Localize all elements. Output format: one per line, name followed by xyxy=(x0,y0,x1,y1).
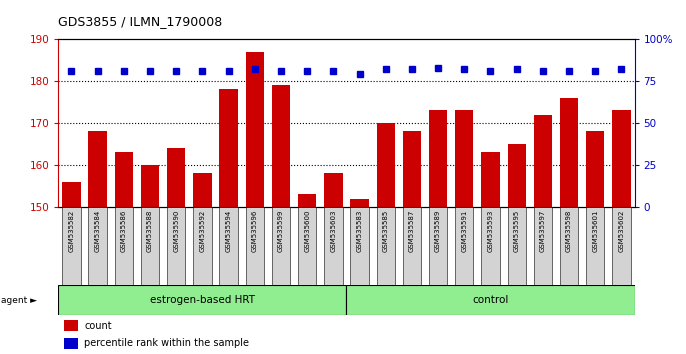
Text: GSM535598: GSM535598 xyxy=(566,210,572,252)
Text: GSM535587: GSM535587 xyxy=(409,210,415,252)
FancyBboxPatch shape xyxy=(64,320,78,331)
Bar xyxy=(220,89,238,207)
Bar xyxy=(272,207,290,285)
Text: control: control xyxy=(472,295,509,305)
Bar xyxy=(62,207,80,285)
Bar xyxy=(246,207,264,285)
Bar xyxy=(508,207,526,285)
Bar xyxy=(220,207,238,285)
Text: GSM535585: GSM535585 xyxy=(383,210,389,252)
Text: agent ►: agent ► xyxy=(1,296,37,304)
Bar xyxy=(455,207,473,285)
Text: estrogen-based HRT: estrogen-based HRT xyxy=(150,295,255,305)
Bar xyxy=(429,110,447,207)
Text: GSM535594: GSM535594 xyxy=(226,210,232,252)
Bar xyxy=(88,131,107,207)
Bar xyxy=(377,207,395,285)
Bar xyxy=(586,131,604,207)
Text: GSM535599: GSM535599 xyxy=(278,210,284,252)
Bar xyxy=(115,207,133,285)
Bar xyxy=(141,165,159,207)
Bar xyxy=(560,98,578,207)
Bar xyxy=(58,285,346,315)
Bar xyxy=(272,85,290,207)
Text: GSM535588: GSM535588 xyxy=(147,210,153,252)
Bar xyxy=(193,207,211,285)
Bar xyxy=(351,207,368,285)
Bar xyxy=(403,207,421,285)
Bar xyxy=(346,285,635,315)
Bar xyxy=(298,207,316,285)
Text: GSM535596: GSM535596 xyxy=(252,210,258,252)
Text: count: count xyxy=(84,321,112,331)
Bar xyxy=(298,194,316,207)
Text: GSM535584: GSM535584 xyxy=(95,210,101,252)
Bar xyxy=(429,207,447,285)
Bar xyxy=(324,173,342,207)
Text: GSM535597: GSM535597 xyxy=(540,210,546,252)
Text: GSM535590: GSM535590 xyxy=(173,210,179,252)
Bar xyxy=(377,123,395,207)
Bar xyxy=(62,182,80,207)
Text: GSM535586: GSM535586 xyxy=(121,210,127,252)
Bar xyxy=(508,144,526,207)
Bar xyxy=(482,153,499,207)
Bar xyxy=(613,110,630,207)
Text: percentile rank within the sample: percentile rank within the sample xyxy=(84,338,249,348)
Bar xyxy=(115,153,133,207)
Bar xyxy=(403,131,421,207)
Text: GSM535592: GSM535592 xyxy=(200,210,205,252)
Bar xyxy=(534,207,552,285)
Bar xyxy=(167,207,185,285)
Bar xyxy=(88,207,107,285)
Text: GSM535601: GSM535601 xyxy=(592,210,598,252)
Bar xyxy=(560,207,578,285)
Bar xyxy=(351,199,368,207)
Bar xyxy=(534,115,552,207)
Text: GSM535602: GSM535602 xyxy=(619,210,624,252)
Text: GSM535583: GSM535583 xyxy=(357,210,362,252)
FancyBboxPatch shape xyxy=(64,338,78,349)
Bar xyxy=(141,207,159,285)
Bar xyxy=(586,207,604,285)
Text: GSM535591: GSM535591 xyxy=(461,210,467,252)
Bar xyxy=(167,148,185,207)
Text: GSM535593: GSM535593 xyxy=(488,210,493,252)
Text: GSM535600: GSM535600 xyxy=(304,210,310,252)
Bar xyxy=(482,207,499,285)
Text: GSM535595: GSM535595 xyxy=(514,210,520,252)
Bar xyxy=(455,110,473,207)
Text: GDS3855 / ILMN_1790008: GDS3855 / ILMN_1790008 xyxy=(58,15,222,28)
Text: GSM535582: GSM535582 xyxy=(69,210,74,252)
Text: GSM535589: GSM535589 xyxy=(435,210,441,252)
Bar xyxy=(193,173,211,207)
Text: GSM535603: GSM535603 xyxy=(331,210,336,252)
Bar xyxy=(324,207,342,285)
Bar xyxy=(246,52,264,207)
Bar xyxy=(613,207,630,285)
